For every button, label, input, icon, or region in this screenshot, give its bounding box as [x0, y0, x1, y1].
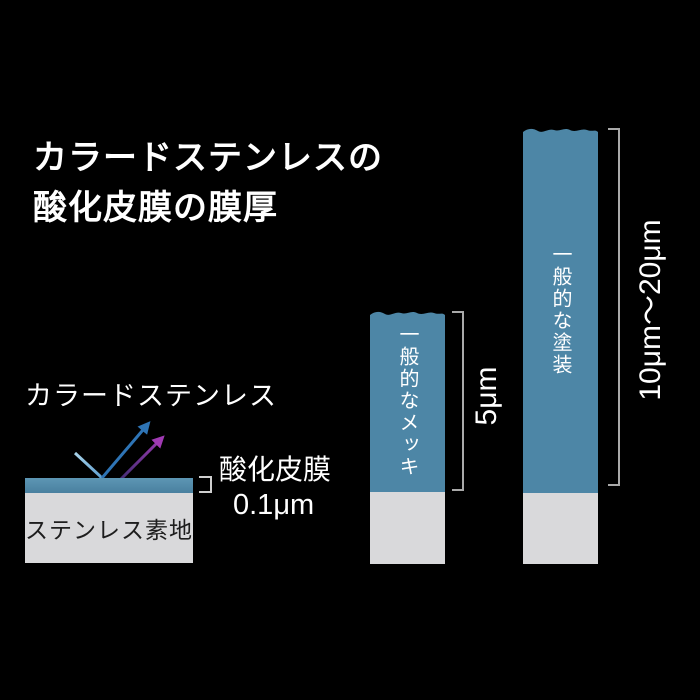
coating-bracket [608, 128, 620, 486]
plating-bar: 一般的なメッキ [370, 309, 445, 492]
plating-bracket [452, 311, 464, 491]
plating-thickness: 5μm [470, 366, 503, 426]
coating-thickness: 10μm～20μm [634, 219, 667, 401]
oxide-film-layer [25, 478, 193, 493]
plating-bar-label: 一般的なメッキ [396, 323, 418, 478]
stainless-base-label: ステンレス素地 [25, 517, 193, 543]
stainless-base-block: ステンレス素地 [25, 493, 193, 563]
title-line2: 酸化皮膜の膜厚 [33, 189, 278, 227]
coating-bar-shape [523, 128, 598, 493]
colored-stainless-label: カラードステンレス [25, 381, 277, 411]
coating-bar: 一般的な塗装 [523, 126, 598, 493]
oxide-film-thickness: 0.1μm [233, 489, 315, 521]
title-line1: カラードステンレスの [33, 139, 383, 177]
oxide-film-bracket [199, 476, 212, 493]
coating-base-block [523, 493, 598, 564]
plating-bar-shape [370, 311, 445, 492]
coating-bar-label: 一般的な塗装 [549, 243, 571, 376]
oxide-film-label: 酸化皮膜 [219, 454, 332, 485]
plating-base-block [370, 492, 445, 564]
page-title: カラードステンレスの 酸化皮膜の膜厚 [33, 133, 383, 233]
surface-reflection-arrow-icon [100, 421, 151, 479]
